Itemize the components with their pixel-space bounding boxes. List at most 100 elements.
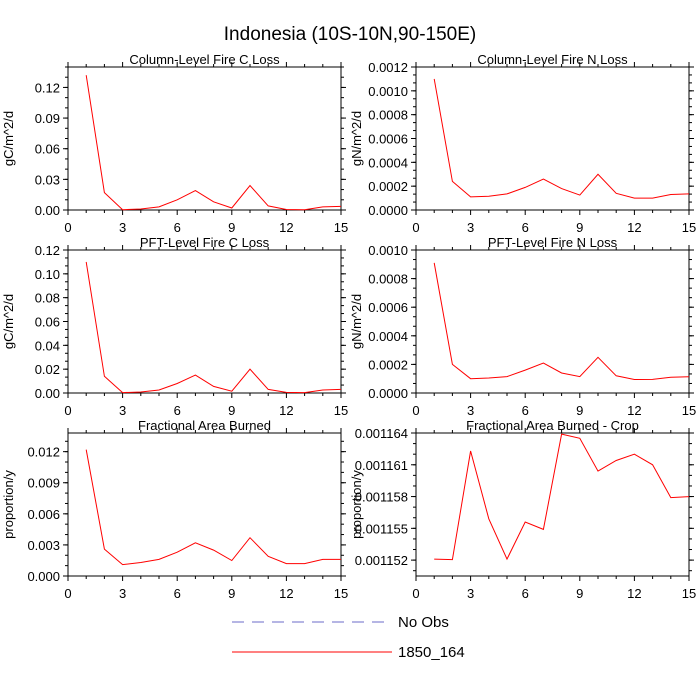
plot-frame: [67, 66, 342, 211]
y-tick-label: 0.03: [35, 172, 60, 187]
y-tick-label: 0.0008: [368, 108, 408, 123]
panel-1: Column-Level Fire C Loss gC/m^2/d 0 3 6 9 12 15…: [1, 52, 348, 235]
y-tick-label: 0.00: [35, 203, 60, 218]
y-tick-label: 0.000: [27, 569, 60, 584]
y-tick-label: 0.0006: [368, 132, 408, 147]
x-tick-label: 9: [228, 586, 235, 601]
y-tick-label: 0.0008: [368, 272, 408, 287]
y-tick-label: 0.10: [35, 267, 60, 282]
y-tick-label: 0.001155: [355, 521, 408, 536]
x-tick-label: 12: [627, 586, 641, 601]
y-tick-label: 0.02: [35, 362, 60, 377]
y-axis-label: gC/m^2/d: [1, 294, 16, 349]
x-tick-label: 12: [279, 403, 293, 418]
x-tick-label: 3: [119, 220, 126, 235]
panel-title: PFT-Level Fire C Loss: [140, 235, 270, 250]
x-tick-label: 9: [228, 220, 235, 235]
y-tick-label: 0.003: [27, 538, 60, 553]
x-tick-label: 9: [576, 403, 583, 418]
y-axis-label: gC/m^2/d: [1, 111, 16, 166]
figure-title: Indonesia (10S-10N,90-150E): [224, 24, 476, 45]
y-tick-label: 0.06: [35, 315, 60, 330]
y-tick-label: 0.06: [35, 142, 60, 157]
x-tick-label: 0: [412, 220, 419, 235]
x-tick-label: 15: [682, 403, 696, 418]
y-tick-label: 0.00: [35, 386, 60, 401]
plot-frame: [67, 432, 342, 577]
x-tick-label: 15: [682, 586, 696, 601]
y-axis-label: gN/m^2/d: [349, 294, 364, 349]
x-tick-label: 3: [119, 586, 126, 601]
y-tick-label: 0.0004: [368, 329, 408, 344]
series-line-1850_164: [85, 449, 341, 566]
y-tick-label: 0.0000: [368, 203, 408, 218]
panel-title: Column-Level Fire N Loss: [477, 52, 628, 67]
panel-3: PFT-Level Fire C Loss gC/m^2/d 0 3 6 9 12 15 0.0…: [1, 235, 348, 418]
y-tick-label: 0.08: [35, 291, 60, 306]
y-tick-label: 0.001164: [355, 426, 408, 441]
y-tick-label: 0.09: [35, 111, 60, 126]
x-tick-label: 15: [334, 586, 348, 601]
legend: No Obs 1850_164: [232, 614, 465, 661]
panel-6: Fractional Area Burned - Crop proportion/…: [349, 418, 696, 601]
x-tick-label: 0: [64, 403, 71, 418]
panel-5: Fractional Area Burned proportion/y 0 3 6 9 12…: [1, 418, 348, 601]
series-line-1850_164: [433, 262, 690, 381]
plot-frame: [415, 249, 690, 394]
legend-label-no-obs: No Obs: [398, 614, 449, 631]
y-tick-label: 0.0012: [368, 60, 408, 75]
y-tick-label: 0.0000: [368, 386, 408, 401]
panel-title: PFT-Level Fire N Loss: [488, 235, 618, 250]
x-tick-label: 12: [279, 586, 293, 601]
x-tick-label: 6: [174, 586, 181, 601]
series-line-1850_164: [433, 78, 690, 199]
x-tick-label: 3: [467, 220, 474, 235]
panel-4: PFT-Level Fire N Loss gN/m^2/d 0 3 6 9 12 15 0.0…: [349, 235, 696, 418]
x-tick-label: 6: [522, 586, 529, 601]
x-tick-label: 0: [412, 403, 419, 418]
x-tick-label: 6: [522, 403, 529, 418]
panel-title: Fractional Area Burned - Crop: [466, 418, 639, 433]
x-tick-label: 3: [467, 586, 474, 601]
x-tick-label: 9: [228, 403, 235, 418]
y-tick-label: 0.0010: [368, 243, 408, 258]
y-tick-label: 0.0006: [368, 300, 408, 315]
x-tick-label: 12: [279, 220, 293, 235]
x-tick-label: 12: [627, 403, 641, 418]
panel-2: Column-Level Fire N Loss gN/m^2/d 0 3 6 9 12 15…: [349, 52, 696, 235]
y-axis-label: proportion/y: [1, 470, 16, 539]
y-tick-label: 0.012: [27, 445, 60, 460]
y-tick-label: 0.0004: [368, 155, 408, 170]
x-tick-label: 12: [627, 220, 641, 235]
x-tick-label: 15: [682, 220, 696, 235]
y-tick-label: 0.12: [35, 80, 60, 95]
plot-frame: [415, 66, 690, 211]
y-tick-label: 0.001158: [355, 490, 408, 505]
x-tick-label: 3: [467, 403, 474, 418]
x-tick-label: 0: [64, 586, 71, 601]
x-tick-label: 3: [119, 403, 126, 418]
y-tick-label: 0.006: [27, 507, 60, 522]
y-tick-label: 0.0010: [368, 84, 408, 99]
x-tick-label: 15: [334, 220, 348, 235]
plot-frame: [67, 249, 342, 394]
y-tick-label: 0.001161: [355, 458, 408, 473]
x-tick-label: 15: [334, 403, 348, 418]
y-tick-label: 0.0002: [368, 357, 408, 372]
panel-title: Fractional Area Burned: [138, 418, 271, 433]
y-tick-label: 0.12: [35, 243, 60, 258]
y-axis-label: proportion/y: [349, 470, 364, 539]
legend-label-1850-164: 1850_164: [398, 644, 465, 661]
y-tick-label: 0.0002: [368, 179, 408, 194]
x-tick-label: 9: [576, 220, 583, 235]
plot-frame: [415, 432, 690, 577]
panel-title: Column-Level Fire C Loss: [129, 52, 280, 67]
series-line-1850_164: [85, 261, 342, 394]
x-tick-label: 6: [522, 220, 529, 235]
series-line-1850_164: [434, 433, 690, 561]
x-tick-label: 0: [64, 220, 71, 235]
x-tick-label: 9: [576, 586, 583, 601]
y-tick-label: 0.001152: [355, 553, 408, 568]
x-tick-label: 6: [174, 220, 181, 235]
